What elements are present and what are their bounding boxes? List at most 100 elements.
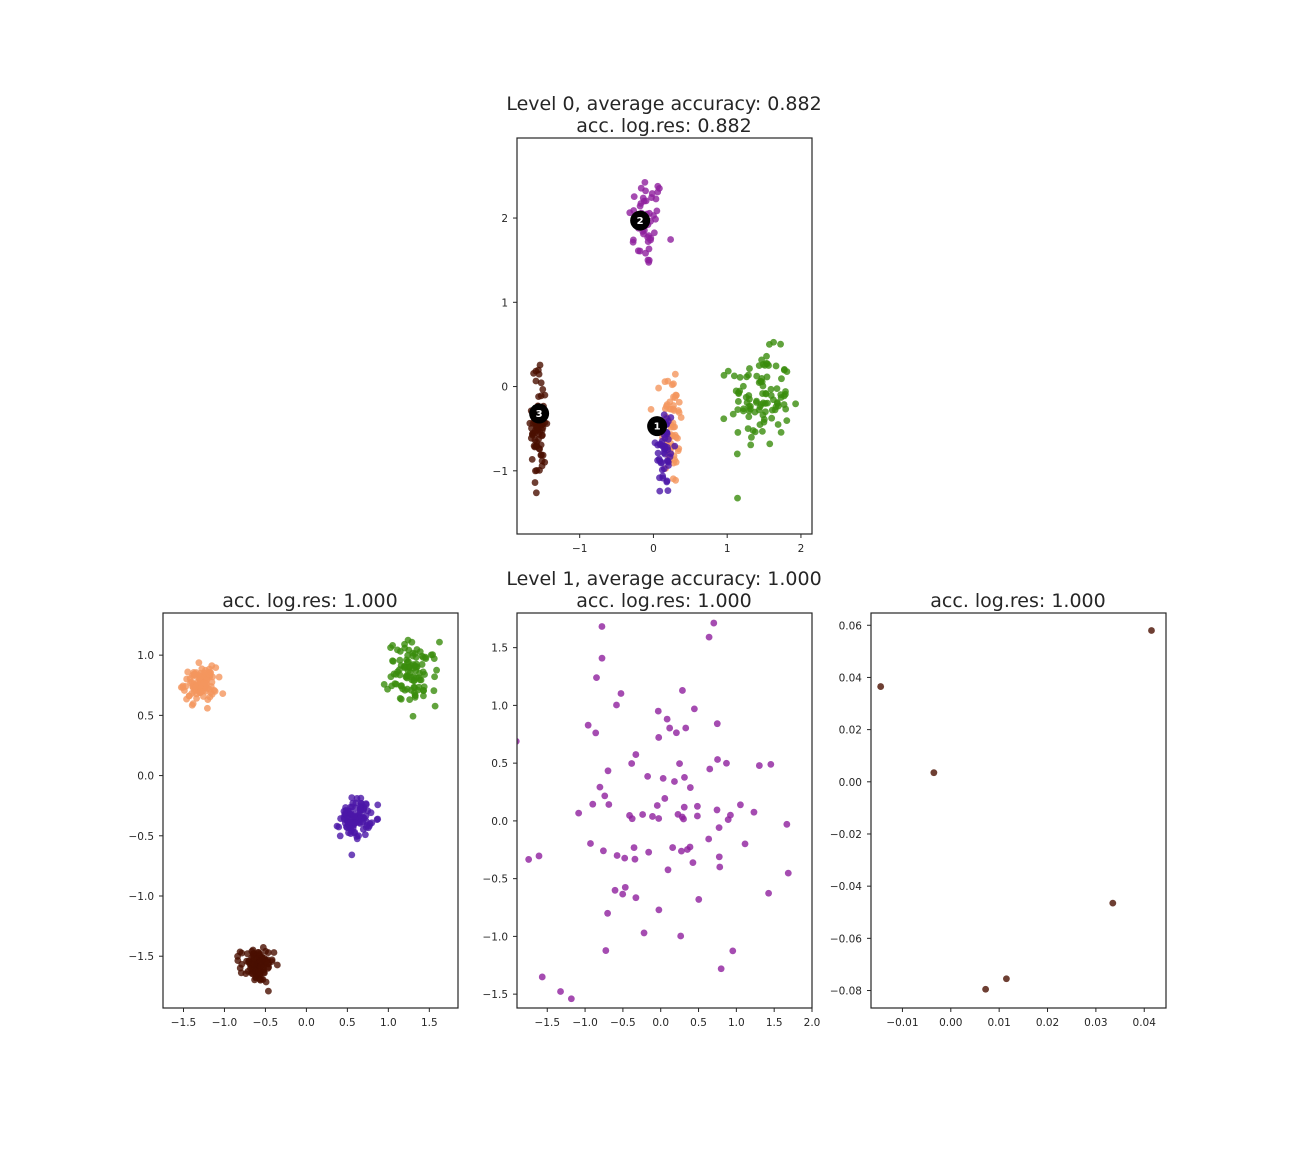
- data-point: [541, 458, 549, 466]
- data-point: [397, 695, 405, 703]
- x-tick-label: 0.00: [939, 1017, 962, 1029]
- level0-title: Level 0, average accuracy: 0.882: [506, 93, 821, 115]
- cluster-center-3: 3: [529, 403, 550, 424]
- data-point: [715, 853, 723, 861]
- x-tick-label: 0.5: [690, 1017, 707, 1029]
- data-point: [705, 835, 713, 843]
- x-tick-label: 0.0: [652, 1017, 669, 1029]
- data-point: [758, 375, 766, 382]
- x-tick-label: 0.5: [339, 1017, 356, 1029]
- y-tick-label: −0.5: [129, 831, 155, 843]
- data-point: [265, 987, 272, 995]
- y-tick-label: −0.06: [830, 933, 862, 945]
- data-point: [596, 783, 604, 791]
- data-point: [666, 724, 674, 732]
- data-point: [644, 233, 652, 241]
- data-point: [431, 673, 438, 681]
- y-tick-label: 0.06: [839, 620, 863, 632]
- data-point: [792, 400, 799, 408]
- data-point: [636, 247, 644, 255]
- y-tick-label: 1.0: [137, 650, 154, 662]
- data-point: [215, 673, 223, 681]
- data-point: [1109, 899, 1117, 907]
- data-point: [592, 729, 600, 737]
- data-point: [628, 760, 636, 767]
- data-point: [745, 407, 753, 415]
- x-tick-label: 0: [650, 543, 657, 555]
- data-point: [678, 847, 685, 855]
- y-tick-label: −0.02: [830, 829, 862, 841]
- x-tick-label: 1.5: [766, 1017, 783, 1029]
- data-point: [750, 808, 758, 816]
- data-point: [536, 361, 544, 369]
- data-point: [666, 398, 674, 406]
- data-point: [526, 419, 534, 427]
- data-point: [632, 894, 640, 902]
- data-point: [348, 794, 356, 801]
- y-tick-label: −1.5: [129, 951, 155, 963]
- data-point: [766, 440, 774, 448]
- data-point: [739, 382, 747, 390]
- data-point: [405, 664, 413, 671]
- x-tick-label: 0.01: [987, 1017, 1010, 1029]
- data-point: [671, 778, 678, 785]
- data-point: [361, 831, 369, 839]
- x-tick-label: 1: [724, 543, 731, 555]
- data-point: [604, 909, 611, 917]
- data-point: [380, 680, 388, 688]
- data-point: [538, 432, 546, 440]
- level1-title: Level 1, average accuracy: 1.000: [506, 568, 821, 590]
- data-point: [654, 449, 662, 457]
- data-point: [249, 970, 256, 978]
- data-point: [710, 619, 718, 627]
- x-tick-label: −0.01: [886, 1017, 918, 1029]
- data-point: [713, 806, 721, 814]
- data-point: [720, 371, 728, 379]
- data-point: [589, 800, 597, 808]
- data-point: [345, 829, 352, 837]
- data-point: [636, 202, 644, 210]
- data-point: [430, 655, 438, 663]
- data-point: [396, 656, 404, 664]
- data-point: [348, 851, 356, 859]
- data-point: [409, 712, 417, 720]
- data-point: [531, 479, 539, 486]
- data-point: [781, 390, 789, 398]
- data-point: [679, 687, 686, 694]
- data-point: [659, 774, 667, 782]
- data-point: [645, 848, 653, 856]
- data-point: [671, 442, 679, 450]
- data-point: [783, 368, 791, 375]
- data-point: [604, 767, 612, 775]
- data-point: [736, 373, 744, 381]
- data-point: [705, 633, 713, 641]
- data-point: [660, 449, 668, 457]
- x-tick-label: 2.0: [804, 1017, 821, 1029]
- data-point: [641, 178, 649, 186]
- scatter-points: [177, 636, 443, 995]
- data-point: [746, 365, 753, 372]
- data-point: [238, 960, 246, 968]
- data-point: [351, 819, 359, 827]
- data-point: [745, 392, 753, 399]
- data-point: [716, 863, 724, 871]
- data-point: [658, 466, 666, 474]
- data-point: [677, 932, 685, 940]
- data-point: [695, 896, 703, 903]
- data-point: [783, 417, 791, 425]
- data-point: [690, 705, 698, 713]
- data-point: [640, 929, 648, 937]
- data-point: [727, 811, 734, 819]
- axes-frame: [516, 137, 813, 535]
- data-point: [401, 686, 409, 694]
- data-point: [389, 657, 397, 665]
- data-point: [642, 249, 649, 257]
- data-point: [669, 844, 677, 851]
- x-tick-label: −1.0: [572, 1017, 598, 1029]
- data-point: [663, 477, 671, 485]
- data-point: [734, 494, 741, 502]
- y-tick-label: −1.0: [129, 891, 155, 903]
- subplot-title: acc. log.res: 1.000: [576, 590, 751, 612]
- data-point: [431, 702, 439, 710]
